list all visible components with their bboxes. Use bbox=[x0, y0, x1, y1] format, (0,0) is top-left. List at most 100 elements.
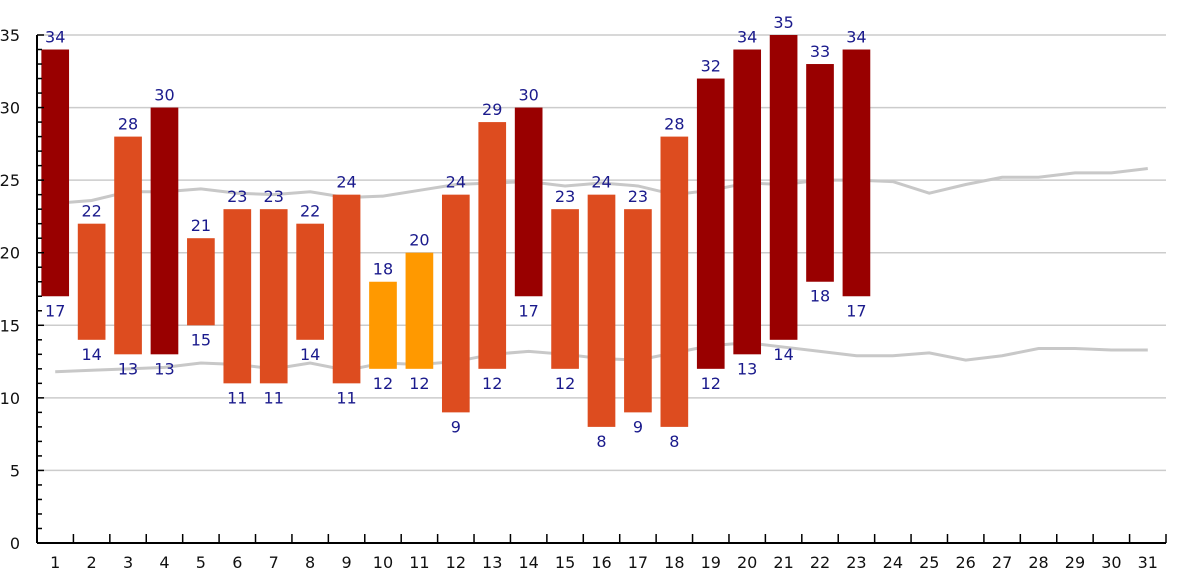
min-label: 12 bbox=[555, 374, 575, 393]
x-tick-label: 11 bbox=[409, 553, 429, 572]
x-tick-label: 9 bbox=[341, 553, 351, 572]
x-tick-label: 26 bbox=[956, 553, 976, 572]
max-label: 21 bbox=[191, 216, 211, 235]
y-tick-label: 15 bbox=[0, 316, 20, 335]
x-tick-label: 4 bbox=[159, 553, 169, 572]
min-label: 12 bbox=[409, 374, 429, 393]
bar-day-15 bbox=[551, 209, 579, 369]
max-label: 28 bbox=[664, 115, 684, 134]
min-label: 13 bbox=[154, 359, 174, 378]
max-label: 23 bbox=[264, 187, 284, 206]
x-tick-label: 10 bbox=[373, 553, 393, 572]
x-tick-label: 25 bbox=[919, 553, 939, 572]
min-label: 9 bbox=[633, 417, 643, 436]
x-tick-label: 23 bbox=[846, 553, 866, 572]
bar-day-4 bbox=[150, 107, 179, 355]
max-label: 33 bbox=[810, 42, 830, 61]
x-tick-label: 20 bbox=[737, 553, 757, 572]
min-label: 9 bbox=[451, 417, 461, 436]
max-label: 22 bbox=[300, 202, 320, 221]
x-tick-label: 21 bbox=[773, 553, 793, 572]
min-label: 15 bbox=[191, 330, 211, 349]
x-tick-label: 31 bbox=[1138, 553, 1158, 572]
max-label: 32 bbox=[701, 57, 721, 76]
x-tick-label: 30 bbox=[1101, 553, 1121, 572]
y-tick-label: 30 bbox=[0, 99, 20, 118]
bar-day-12 bbox=[441, 194, 470, 413]
bar-day-3 bbox=[114, 136, 142, 355]
bar-day-2 bbox=[77, 223, 106, 340]
min-label: 17 bbox=[518, 301, 538, 320]
y-tick-label: 25 bbox=[0, 171, 20, 190]
y-tick-label: 10 bbox=[0, 389, 20, 408]
bar-day-19 bbox=[696, 78, 725, 369]
x-tick-label: 14 bbox=[518, 553, 538, 572]
max-label: 22 bbox=[81, 202, 101, 221]
value-labels: 34 17 22 14 28 13 30 13 21 15 23 11 23 11 22 14 24 11 18 12… bbox=[45, 13, 867, 451]
bar-day-23 bbox=[842, 49, 871, 297]
min-label: 13 bbox=[118, 359, 138, 378]
bar-day-20 bbox=[733, 49, 762, 355]
x-tick-label: 29 bbox=[1065, 553, 1085, 572]
min-label: 17 bbox=[45, 301, 65, 320]
max-label: 34 bbox=[45, 28, 65, 47]
bar-day-13 bbox=[478, 122, 507, 369]
max-label: 34 bbox=[737, 28, 757, 47]
min-label: 11 bbox=[336, 388, 356, 407]
x-tick-label: 22 bbox=[810, 553, 830, 572]
min-label: 14 bbox=[773, 345, 793, 364]
x-tick-label: 8 bbox=[305, 553, 315, 572]
min-label: 18 bbox=[810, 287, 830, 306]
min-label: 11 bbox=[227, 388, 247, 407]
max-label: 29 bbox=[482, 100, 502, 119]
bar-day-17 bbox=[624, 209, 652, 413]
x-tick-label: 13 bbox=[482, 553, 502, 572]
bars bbox=[41, 35, 871, 427]
max-label: 30 bbox=[154, 86, 174, 105]
x-tick-label: 16 bbox=[591, 553, 611, 572]
min-label: 12 bbox=[482, 374, 502, 393]
min-label: 13 bbox=[737, 359, 757, 378]
x-tick-label: 7 bbox=[269, 553, 279, 572]
x-tick-label: 27 bbox=[992, 553, 1012, 572]
max-label: 30 bbox=[518, 86, 538, 105]
x-tick-label: 17 bbox=[628, 553, 648, 572]
x-tick-label: 24 bbox=[883, 553, 903, 572]
min-label: 12 bbox=[373, 374, 393, 393]
bar-day-22 bbox=[806, 64, 834, 282]
max-label: 35 bbox=[773, 13, 793, 32]
y-tick-label: 35 bbox=[0, 26, 20, 45]
bar-day-11 bbox=[405, 252, 434, 369]
min-label: 14 bbox=[300, 345, 320, 364]
bar-day-9 bbox=[332, 194, 361, 384]
max-label: 28 bbox=[118, 115, 138, 134]
bar-day-5 bbox=[187, 238, 215, 326]
max-label: 23 bbox=[227, 187, 247, 206]
bar-day-14 bbox=[514, 107, 543, 297]
bar-day-18 bbox=[660, 136, 689, 427]
bar-day-21 bbox=[769, 35, 798, 340]
min-label: 11 bbox=[264, 388, 284, 407]
bar-day-8 bbox=[296, 223, 324, 340]
y-tick-label: 5 bbox=[10, 461, 20, 480]
min-label: 8 bbox=[596, 432, 606, 451]
x-tick-label: 12 bbox=[446, 553, 466, 572]
x-tick-label: 5 bbox=[196, 553, 206, 572]
bar-day-1 bbox=[41, 49, 70, 297]
min-label: 14 bbox=[81, 345, 101, 364]
max-label: 18 bbox=[373, 260, 393, 279]
x-tick-label: 6 bbox=[232, 553, 242, 572]
normal-max-line bbox=[55, 167, 1148, 205]
min-label: 8 bbox=[669, 432, 679, 451]
max-label: 34 bbox=[846, 28, 866, 47]
x-tick-label: 1 bbox=[50, 553, 60, 572]
bar-day-6 bbox=[223, 209, 252, 384]
max-label: 23 bbox=[628, 187, 648, 206]
x-tick-label: 15 bbox=[555, 553, 575, 572]
max-label: 24 bbox=[336, 173, 356, 192]
x-tick-label: 2 bbox=[87, 553, 97, 572]
bar-day-16 bbox=[587, 194, 616, 427]
max-label: 24 bbox=[446, 173, 466, 192]
